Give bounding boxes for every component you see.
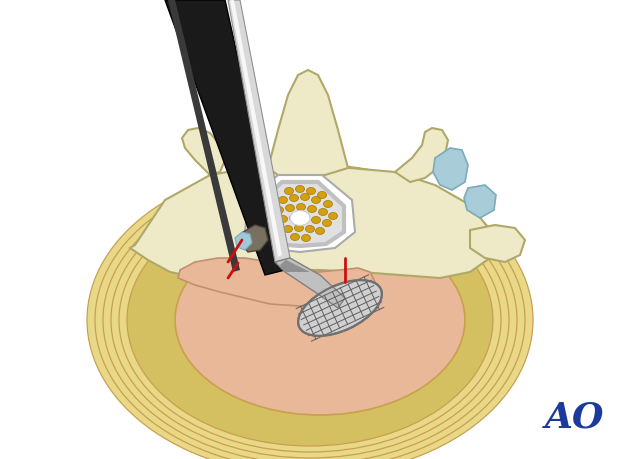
Ellipse shape — [294, 224, 304, 231]
Ellipse shape — [127, 194, 493, 446]
Polygon shape — [464, 185, 496, 218]
Polygon shape — [395, 128, 448, 182]
Ellipse shape — [87, 164, 533, 459]
Polygon shape — [168, 0, 240, 272]
Ellipse shape — [329, 213, 337, 219]
Polygon shape — [268, 70, 348, 176]
Ellipse shape — [285, 187, 293, 195]
Text: AO: AO — [545, 401, 604, 435]
Ellipse shape — [311, 217, 321, 224]
Ellipse shape — [322, 219, 332, 226]
Ellipse shape — [306, 187, 316, 195]
Ellipse shape — [111, 182, 509, 458]
Polygon shape — [275, 258, 345, 308]
Ellipse shape — [311, 196, 321, 203]
Ellipse shape — [319, 208, 327, 215]
Ellipse shape — [301, 235, 311, 241]
Polygon shape — [178, 258, 375, 306]
Ellipse shape — [95, 170, 525, 459]
Polygon shape — [433, 148, 468, 190]
Polygon shape — [165, 0, 285, 275]
Ellipse shape — [283, 225, 293, 233]
Polygon shape — [130, 165, 490, 278]
Ellipse shape — [175, 225, 465, 415]
Ellipse shape — [298, 280, 382, 336]
Ellipse shape — [290, 214, 298, 222]
Polygon shape — [230, 0, 282, 257]
Ellipse shape — [290, 195, 298, 202]
Ellipse shape — [324, 201, 332, 207]
Polygon shape — [470, 225, 525, 262]
Ellipse shape — [275, 207, 283, 213]
Polygon shape — [245, 175, 355, 252]
Ellipse shape — [278, 196, 288, 203]
Ellipse shape — [103, 176, 517, 459]
Polygon shape — [235, 232, 252, 250]
Ellipse shape — [301, 213, 309, 220]
Ellipse shape — [306, 225, 314, 233]
Ellipse shape — [278, 215, 288, 223]
Ellipse shape — [290, 211, 310, 225]
Ellipse shape — [301, 194, 309, 201]
Ellipse shape — [308, 206, 316, 213]
Polygon shape — [280, 260, 310, 272]
Ellipse shape — [296, 203, 306, 211]
Ellipse shape — [317, 191, 327, 198]
Polygon shape — [256, 182, 344, 246]
Polygon shape — [182, 128, 225, 175]
Ellipse shape — [296, 185, 304, 192]
Polygon shape — [228, 0, 290, 262]
Ellipse shape — [285, 205, 294, 212]
Ellipse shape — [119, 188, 501, 452]
Ellipse shape — [316, 228, 324, 235]
Ellipse shape — [291, 234, 299, 241]
Polygon shape — [240, 225, 268, 252]
